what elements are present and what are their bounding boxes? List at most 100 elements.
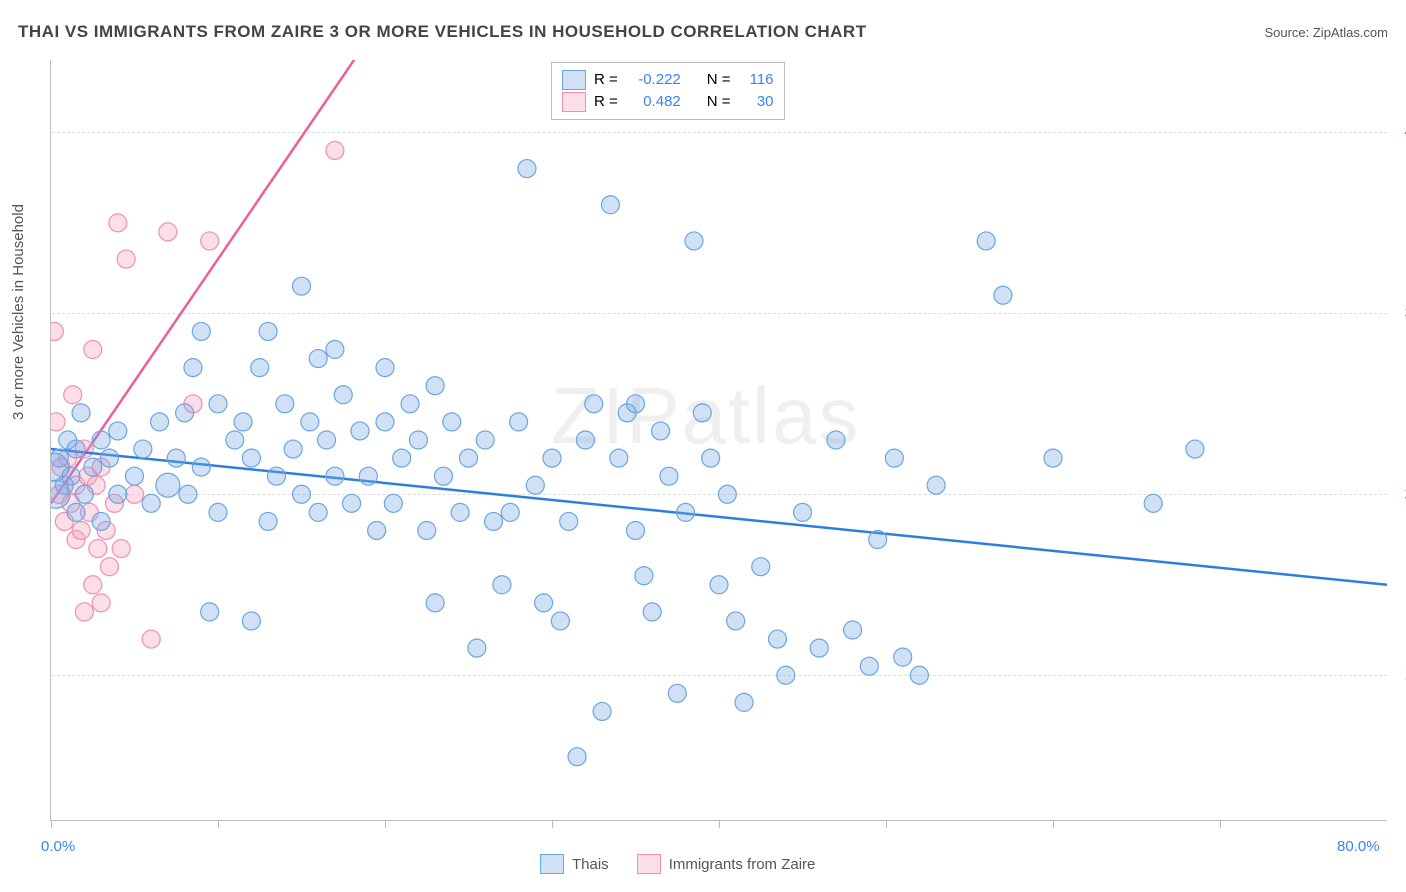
data-point xyxy=(259,322,277,340)
data-point xyxy=(92,594,110,612)
data-point xyxy=(627,395,645,413)
data-point xyxy=(910,666,928,684)
x-tick xyxy=(1220,820,1221,828)
data-point xyxy=(1044,449,1062,467)
data-point xyxy=(72,521,90,539)
data-point xyxy=(259,512,277,530)
source-name: ZipAtlas.com xyxy=(1313,25,1388,40)
r-value: 0.482 xyxy=(626,91,681,113)
data-point xyxy=(393,449,411,467)
data-point xyxy=(476,431,494,449)
data-point xyxy=(126,485,144,503)
data-point xyxy=(151,413,169,431)
data-point xyxy=(159,223,177,241)
data-point xyxy=(201,232,219,250)
x-tick-label: 80.0% xyxy=(1337,838,1380,855)
data-point xyxy=(309,503,327,521)
data-point xyxy=(718,485,736,503)
r-value: -0.222 xyxy=(626,69,681,91)
data-point xyxy=(100,449,118,467)
data-point xyxy=(293,277,311,295)
data-point xyxy=(284,440,302,458)
data-point xyxy=(251,359,269,377)
n-label: N = xyxy=(707,91,731,113)
data-point xyxy=(293,485,311,503)
data-point xyxy=(359,467,377,485)
data-point xyxy=(526,476,544,494)
data-point xyxy=(844,621,862,639)
legend-swatch xyxy=(562,92,586,112)
data-point xyxy=(84,458,102,476)
source-label: Source: xyxy=(1264,25,1312,40)
data-point xyxy=(660,467,678,485)
data-point xyxy=(1144,494,1162,512)
data-point xyxy=(794,503,812,521)
data-point xyxy=(752,558,770,576)
data-point xyxy=(885,449,903,467)
data-point xyxy=(72,404,90,422)
data-point xyxy=(443,413,461,431)
legend-stats-row: R =-0.222N =116 xyxy=(562,69,774,91)
data-point xyxy=(51,322,63,340)
data-point xyxy=(685,232,703,250)
data-point xyxy=(84,576,102,594)
data-point xyxy=(677,503,695,521)
data-point xyxy=(860,657,878,675)
x-tick-label: 0.0% xyxy=(41,838,75,855)
r-label: R = xyxy=(594,91,618,113)
data-point xyxy=(869,531,887,549)
data-point xyxy=(109,485,127,503)
data-point xyxy=(543,449,561,467)
data-point xyxy=(134,440,152,458)
data-point xyxy=(635,567,653,585)
data-point xyxy=(75,485,93,503)
data-point xyxy=(518,160,536,178)
data-point xyxy=(585,395,603,413)
data-point xyxy=(735,693,753,711)
data-point xyxy=(827,431,845,449)
data-point xyxy=(156,473,180,497)
data-point xyxy=(309,350,327,368)
n-value: 116 xyxy=(739,69,774,91)
legend-swatch-pink xyxy=(637,854,661,874)
data-point xyxy=(142,494,160,512)
data-point xyxy=(777,666,795,684)
data-point xyxy=(351,422,369,440)
data-point xyxy=(326,141,344,159)
data-point xyxy=(242,449,260,467)
data-point xyxy=(768,630,786,648)
data-point xyxy=(67,503,85,521)
scatter-plot-svg xyxy=(51,60,1387,820)
legend-label-blue: Thais xyxy=(572,856,609,873)
data-point xyxy=(568,748,586,766)
data-point xyxy=(460,449,478,467)
trend-line xyxy=(51,449,1387,585)
data-point xyxy=(100,558,118,576)
data-point xyxy=(535,594,553,612)
data-point xyxy=(142,630,160,648)
data-point xyxy=(810,639,828,657)
legend-swatch xyxy=(562,70,586,90)
data-point xyxy=(209,503,227,521)
data-point xyxy=(384,494,402,512)
data-point xyxy=(576,431,594,449)
data-point xyxy=(176,404,194,422)
r-label: R = xyxy=(594,69,618,91)
x-tick xyxy=(1053,820,1054,828)
data-point xyxy=(192,322,210,340)
data-point xyxy=(126,467,144,485)
x-tick xyxy=(719,820,720,828)
data-point xyxy=(51,449,68,467)
data-point xyxy=(368,521,386,539)
data-point xyxy=(560,512,578,530)
x-tick xyxy=(218,820,219,828)
data-point xyxy=(84,341,102,359)
data-point xyxy=(117,250,135,268)
data-point xyxy=(67,440,85,458)
data-point xyxy=(343,494,361,512)
chart-plot-area: ZIPatlas 10.0%20.0%30.0%40.0%0.0%80.0% xyxy=(50,60,1387,821)
data-point xyxy=(601,196,619,214)
data-point xyxy=(62,467,80,485)
data-point xyxy=(109,214,127,232)
chart-title: THAI VS IMMIGRANTS FROM ZAIRE 3 OR MORE … xyxy=(18,22,867,42)
